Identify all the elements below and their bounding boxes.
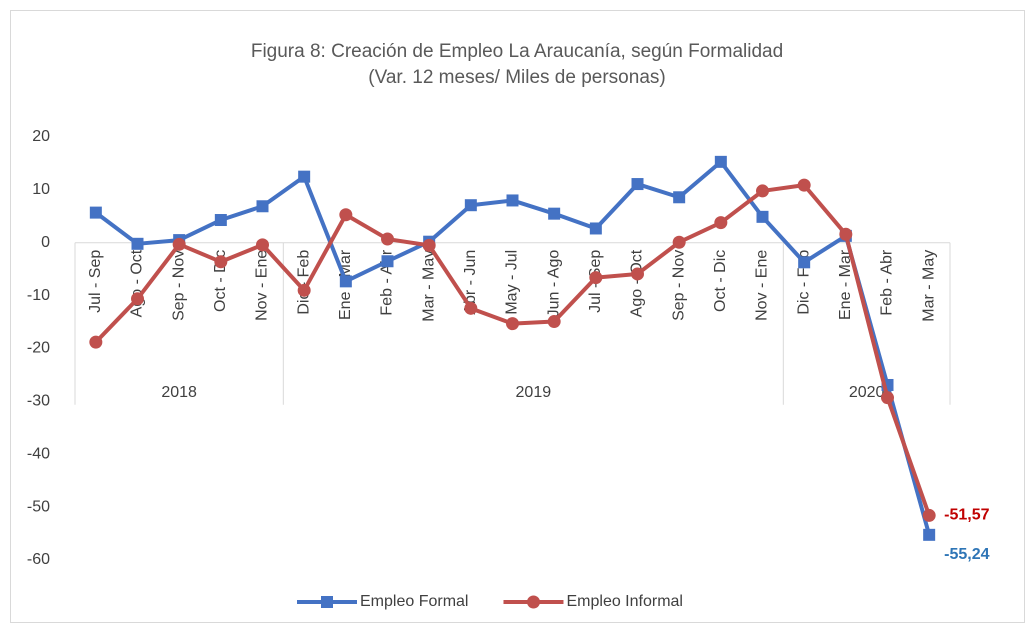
point-marker — [631, 267, 644, 281]
group-label: 2020 — [849, 384, 885, 401]
point-marker — [506, 317, 519, 331]
point-marker — [422, 238, 436, 252]
point-marker — [256, 238, 269, 252]
point-marker — [214, 214, 227, 227]
point-marker — [548, 207, 561, 220]
x-tick-label: May - Jul — [504, 250, 521, 315]
point-marker — [256, 200, 269, 213]
x-tick-label: Ago - Oct — [629, 249, 646, 317]
x-tick-label: Dic - Feb — [295, 250, 312, 315]
point-marker — [798, 256, 811, 269]
x-tick-label: Sep - Nov — [170, 250, 187, 321]
point-marker — [839, 227, 853, 241]
x-tick-label: Ene - Mar — [837, 249, 854, 320]
chart-subtitle: (Var. 12 meses/ Miles de personas) — [368, 67, 665, 88]
point-marker — [547, 315, 561, 329]
y-tick-label: -10 — [27, 287, 50, 304]
legend-label: Empleo Informal — [566, 593, 683, 610]
chart-title: Figura 8: Creación de Empleo La Araucaní… — [251, 41, 783, 62]
point-marker — [631, 178, 644, 191]
x-tick-label: Sep - Nov — [670, 250, 687, 321]
group-label: 2019 — [516, 384, 552, 401]
point-marker — [922, 508, 936, 522]
point-marker — [797, 178, 811, 192]
point-marker — [464, 301, 478, 315]
legend-marker — [526, 595, 540, 609]
data-label: -55,24 — [944, 546, 989, 563]
point-marker — [131, 237, 144, 250]
point-marker — [297, 283, 311, 297]
chart-border — [10, 10, 1025, 623]
point-marker — [214, 255, 228, 269]
point-marker — [298, 170, 311, 183]
y-tick-label: 0 — [41, 234, 50, 251]
point-marker — [381, 255, 394, 268]
y-tick-label: -50 — [27, 498, 50, 515]
data-label: -51,57 — [944, 507, 989, 524]
point-marker — [506, 194, 519, 207]
point-marker — [89, 335, 103, 349]
x-tick-label: Mar - May — [420, 250, 437, 322]
point-marker — [339, 208, 353, 222]
point-marker — [339, 275, 352, 288]
point-marker — [672, 235, 686, 249]
point-marker — [673, 191, 686, 204]
point-marker — [714, 216, 728, 230]
y-tick-label: 10 — [32, 181, 50, 198]
point-marker — [464, 199, 477, 212]
point-marker — [756, 184, 769, 198]
point-marker — [714, 155, 727, 168]
point-marker — [923, 528, 936, 541]
y-tick-label: -30 — [27, 393, 50, 410]
x-tick-label: Nov - Ene — [254, 250, 271, 321]
point-marker — [381, 232, 394, 246]
legend-label: Empleo Formal — [360, 593, 468, 610]
y-tick-label: -40 — [27, 445, 50, 462]
group-label: 2018 — [161, 384, 197, 401]
point-marker — [756, 210, 769, 223]
point-marker — [172, 237, 186, 251]
x-tick-label: Mar - May — [920, 250, 937, 322]
point-marker — [589, 271, 603, 285]
x-tick-label: Jun - Ago — [545, 250, 562, 318]
y-tick-label: 20 — [32, 128, 50, 145]
x-tick-label: Jul - Sep — [87, 250, 104, 313]
point-marker — [881, 391, 894, 405]
y-tick-label: -60 — [27, 551, 50, 568]
point-marker — [131, 292, 144, 306]
x-tick-label: Nov - Ene — [754, 250, 771, 321]
x-tick-label: Feb - Abr — [879, 249, 896, 315]
point-marker — [89, 206, 102, 219]
x-tick-label: Oct - Dic — [712, 250, 729, 312]
point-marker — [589, 222, 602, 235]
legend-marker — [321, 596, 333, 608]
y-tick-label: -20 — [27, 340, 50, 357]
